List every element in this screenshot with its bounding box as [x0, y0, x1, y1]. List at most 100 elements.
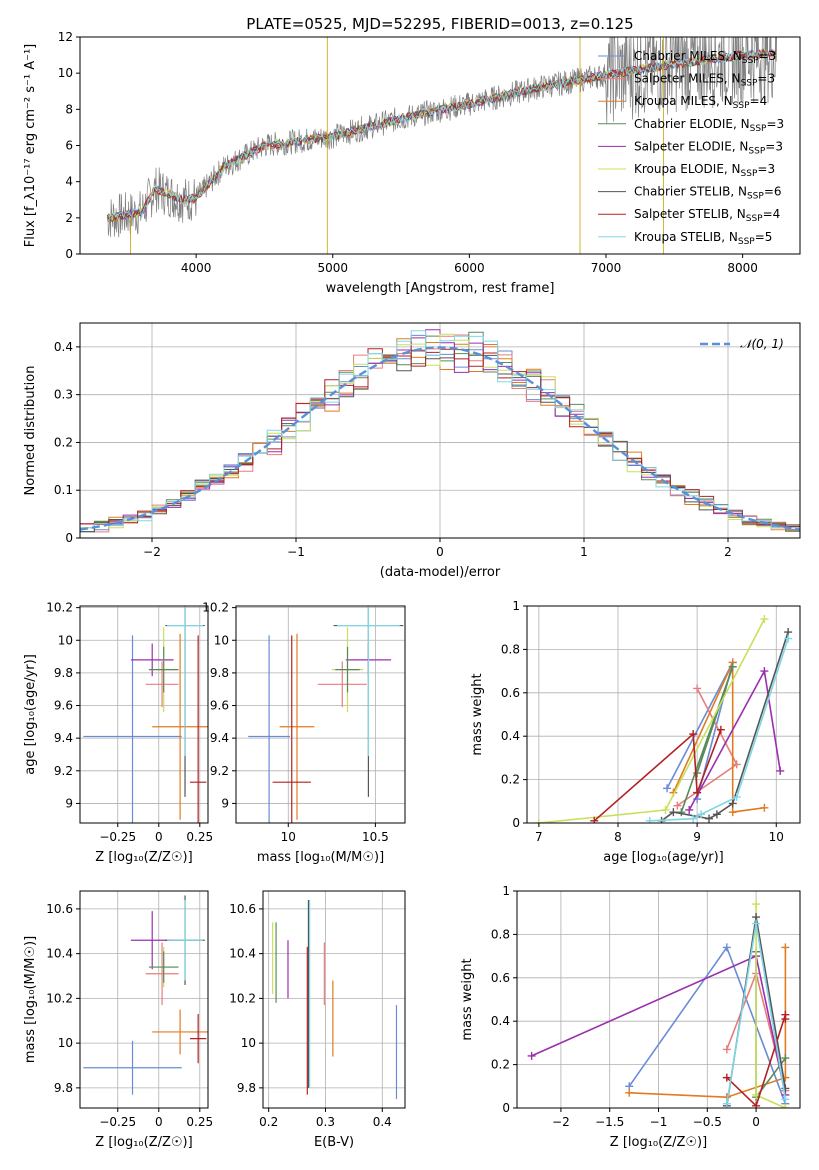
- residual-histogram-panel: −2 −1 0 1 2 0 0.1 0.2 0.3 0.4 (data-model)/error No…: [23, 322, 801, 580]
- series-marker: [752, 900, 761, 909]
- y-axis-label: age [log₁₀(age/yr)]: [23, 654, 38, 775]
- legend-count: =6: [764, 185, 782, 199]
- legend-label: Chabrier MILES, NSSP=3: [634, 49, 776, 66]
- y-tick-label: 10.4: [46, 947, 73, 961]
- series-marker: [712, 810, 721, 819]
- y-tick-label: 9: [221, 796, 229, 810]
- y-tick-label: 0.2: [501, 773, 520, 787]
- y-tick-label: 10.2: [46, 601, 73, 615]
- legend-label: 𝒩(0, 1): [740, 337, 784, 351]
- series-marker: [722, 943, 731, 952]
- x-tick-label: 7000: [591, 261, 622, 275]
- series-marker: [722, 1099, 731, 1108]
- x-tick-label: 7: [535, 830, 543, 844]
- series-marker: [722, 1073, 731, 1082]
- y-tick-label: 10.6: [229, 902, 256, 916]
- y-tick-label: 0.6: [501, 686, 520, 700]
- y-tick-label: 0: [65, 531, 73, 545]
- series-marker: [732, 760, 741, 769]
- legend-subscript: SSP: [747, 192, 764, 202]
- x-axis-label: Z [log₁₀(Z/Z☉)]: [95, 1135, 192, 1150]
- series-marker: [673, 801, 682, 810]
- axes-frame: [79, 890, 209, 1109]
- series-marker: [685, 805, 694, 814]
- x-axis-label: Z [log₁₀(Z/Z☉)]: [610, 1135, 707, 1150]
- x-axis-label: (data-model)/error: [380, 565, 501, 580]
- legend-count: =4: [750, 94, 768, 108]
- series-line: [688, 668, 781, 811]
- y-tick-label: 9.8: [237, 1081, 256, 1095]
- x-tick-label: 1: [580, 545, 588, 559]
- series-marker: [689, 814, 698, 823]
- legend-count: =5: [755, 230, 773, 244]
- series-marker: [689, 730, 698, 739]
- observed-spectrum: [106, 37, 778, 238]
- age-vs-mass-panel: 10 10.5 9 9.2 9.4 9.6 9.8 10 10.2 mass [log₁₀(M/M…: [202, 601, 406, 865]
- series-marker: [728, 799, 737, 808]
- y-tick-label: 10.2: [46, 991, 73, 1005]
- series-marker: [776, 766, 785, 775]
- y-tick-label: 0: [502, 1101, 510, 1115]
- plot-area: [527, 900, 790, 1108]
- y-tick-label: 9.6: [210, 699, 229, 713]
- series-marker: [781, 1015, 790, 1024]
- series-marker: [781, 943, 790, 952]
- y-tick-label: 9.8: [210, 666, 229, 680]
- series-marker: [693, 684, 702, 693]
- x-tick-label: 10.5: [362, 830, 389, 844]
- x-tick-label: 5000: [317, 261, 348, 275]
- y-tick-label: 9.6: [54, 699, 73, 713]
- series-marker: [625, 1088, 634, 1097]
- y-tick-label: 9: [65, 796, 73, 810]
- legend-label: Kroupa ELODIE, NSSP=3: [634, 162, 775, 179]
- x-tick-label: 2: [724, 545, 732, 559]
- series-marker: [760, 803, 769, 812]
- legend-count: =4: [763, 207, 781, 221]
- series-marker: [760, 615, 769, 624]
- age-vs-z-panel: −0.25 0 0.25 9 9.2 9.4 9.6 9.8 10 10.2 Z [log₁₀(Z/…: [23, 601, 213, 865]
- y-tick-label: 0.3: [54, 388, 73, 402]
- y-tick-label: 10.6: [46, 902, 73, 916]
- series-marker: [661, 805, 670, 814]
- x-tick-label: 0.2: [259, 1115, 278, 1129]
- y-tick-label: 4: [65, 175, 73, 189]
- y-tick-label: 0.2: [491, 1058, 510, 1072]
- axes-frame: [79, 605, 209, 824]
- x-axis-label: E(B-V): [314, 1135, 354, 1150]
- x-tick-label: 0.4: [373, 1115, 392, 1129]
- plot-area: [80, 329, 800, 534]
- series-marker: [752, 1101, 761, 1108]
- series-marker: [527, 1051, 536, 1060]
- series-marker: [781, 1095, 790, 1104]
- y-axis-label: mass weight: [460, 958, 475, 1040]
- y-tick-label: 1: [512, 599, 520, 613]
- y-tick-label: 0.4: [501, 729, 520, 743]
- legend-subscript: SSP: [750, 124, 767, 134]
- x-tick-label: 4000: [181, 261, 212, 275]
- y-tick-label: 9.2: [210, 764, 229, 778]
- y-tick-label: 6: [65, 139, 73, 153]
- legend-subscript: SSP: [741, 79, 758, 89]
- series-line: [672, 662, 765, 814]
- y-tick-label: 1: [502, 884, 510, 898]
- axes-frame: [235, 605, 406, 824]
- x-tick-label: −0.25: [99, 830, 136, 844]
- series-marker: [781, 1084, 790, 1093]
- y-tick-label: 10: [241, 1036, 256, 1050]
- x-tick-label: 0: [436, 545, 444, 559]
- mass-weight-vs-z-panel: −2 −1.5 −1 −0.5 0 0 0.2 0.4 0.6 0.8 1 Z [log₁₀(Z/Z☉…: [460, 884, 801, 1150]
- series-marker: [697, 810, 706, 819]
- legend-label: Chabrier STELIB, NSSP=6: [634, 185, 782, 202]
- series-marker: [732, 792, 741, 801]
- series-line: [661, 631, 789, 822]
- y-tick-label: 0.8: [501, 642, 520, 656]
- x-tick-label: −1: [650, 1115, 668, 1129]
- y-axis-label: Flux [f_λ10⁻¹⁷ erg cm⁻² s⁻¹ A⁻¹]: [23, 44, 38, 248]
- y-tick-label: 0: [65, 247, 73, 261]
- y-tick-label: 0.2: [54, 435, 73, 449]
- y-tick-label: 0.4: [491, 1014, 510, 1028]
- series-marker: [669, 808, 678, 817]
- y-tick-label: 9.8: [54, 1081, 73, 1095]
- x-axis-label: wavelength [Angstrom, rest frame]: [326, 281, 555, 296]
